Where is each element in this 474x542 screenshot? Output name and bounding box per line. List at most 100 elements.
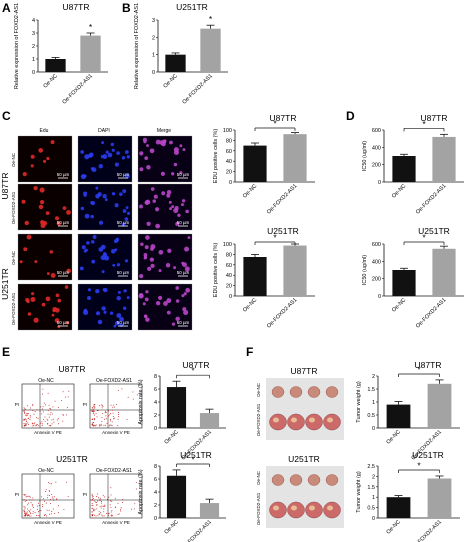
cell-nucleus <box>183 309 189 316</box>
tumor-small <box>307 474 321 486</box>
cell-nucleus <box>46 156 50 161</box>
cell-nucleus <box>86 241 90 245</box>
event-dot <box>95 496 97 498</box>
y-tick-label: 8 <box>154 374 157 380</box>
event-dot <box>91 511 93 513</box>
event-dot <box>28 510 30 512</box>
flow-x-axis-label: Annexin V PE <box>102 520 130 525</box>
cell-nucleus <box>40 200 45 205</box>
cell-nucleus <box>95 288 100 294</box>
y-tick-label: 100 <box>223 242 232 248</box>
event-dot <box>24 508 26 510</box>
bar-chart-d2: U251TR 0 200 400 600 IC50 (ug/ml) Oe-NC Oe-FOXD… <box>362 226 464 330</box>
event-dot <box>48 404 50 406</box>
event-dot <box>41 496 43 498</box>
y-tick-label: 0 <box>372 516 375 522</box>
cell-nucleus <box>155 300 161 306</box>
cell-nucleus <box>124 217 129 221</box>
bar-chart-c1: U87TR 0 20 40 60 80 100 EDU positive cells (%) O… <box>213 113 315 216</box>
cell-nucleus <box>144 245 149 250</box>
event-dot <box>109 414 111 416</box>
event-dot <box>135 481 137 483</box>
cell-nucleus <box>116 295 121 301</box>
event-dot <box>24 514 26 516</box>
event-dot <box>54 400 56 402</box>
bar <box>200 28 221 73</box>
event-dot <box>110 404 112 406</box>
event-dot <box>51 413 53 415</box>
event-dot <box>111 510 113 512</box>
x-tick-label: Oe-NC <box>242 297 258 313</box>
event-dot <box>49 407 51 409</box>
event-dot <box>93 510 95 512</box>
bar <box>283 245 307 296</box>
event-dot <box>132 391 134 393</box>
significance-star: * <box>273 233 277 243</box>
cell-nucleus <box>83 309 89 316</box>
tumor-large <box>323 501 341 519</box>
micro-image-frame <box>17 135 73 183</box>
y-tick-label: 0 <box>229 180 232 186</box>
event-dot <box>39 500 41 502</box>
cell-nucleus <box>92 235 97 239</box>
cell-nucleus <box>113 324 117 328</box>
micro-image-frame <box>17 233 73 281</box>
event-dot <box>92 504 94 506</box>
event-dot <box>95 515 97 517</box>
cell-nucleus <box>83 174 87 178</box>
flow-sample-3: Oe-NC <box>38 468 54 474</box>
event-dot <box>67 396 69 398</box>
cell-nucleus <box>139 204 143 209</box>
y-tick-label: 1 <box>372 495 375 501</box>
event-dot <box>32 506 34 508</box>
x-tick-label: Oe-FOXD2-AS1 <box>182 73 214 105</box>
cell-nucleus <box>139 273 144 279</box>
y-tick-label: 3 <box>32 31 35 37</box>
event-dot <box>27 515 29 517</box>
cell-nucleus <box>150 244 156 250</box>
event-dot <box>40 510 42 512</box>
event-dot <box>28 495 30 497</box>
event-dot <box>93 422 95 424</box>
x-tick-label: Oe-FOXD2-AS1 <box>415 183 447 215</box>
cell-nucleus <box>115 237 120 242</box>
event-dot <box>45 514 47 516</box>
bar-chart-b: U251TR 0 1 2 3 Relative expression of FOXD2-A… <box>134 2 228 106</box>
cell-nucleus <box>155 207 160 212</box>
event-dot <box>91 409 93 411</box>
cell-nucleus <box>145 199 151 205</box>
cell-nucleus <box>185 209 189 214</box>
event-dot <box>49 513 51 515</box>
tumor-highlight <box>273 505 279 511</box>
cell-nucleus <box>163 301 168 306</box>
event-dot <box>57 418 59 420</box>
x-tick-label: Oe-FOXD2-AS1 <box>181 519 213 542</box>
cell-nucleus <box>149 257 155 262</box>
event-dot <box>30 512 32 514</box>
y-tick-label: 60 <box>226 149 232 155</box>
cell-nucleus <box>30 296 36 302</box>
cell-nucleus <box>166 190 172 195</box>
cell-nucleus <box>144 297 149 302</box>
event-dot <box>29 416 31 418</box>
event-dot <box>91 503 93 505</box>
event-dot <box>36 505 38 507</box>
y-tick-label: 0 <box>154 426 157 432</box>
cell-nucleus <box>174 206 179 211</box>
cell-nucleus <box>98 220 104 225</box>
flow-plot-frame <box>21 383 75 429</box>
event-dot <box>110 511 112 513</box>
scale-bar-label: 50 µm <box>177 220 190 225</box>
cell-nucleus <box>171 205 175 209</box>
tumor-small <box>289 474 303 486</box>
bar <box>386 404 411 428</box>
event-dot <box>103 508 105 510</box>
event-dot <box>102 515 104 517</box>
cell-nucleus <box>143 314 148 318</box>
event-dot <box>103 511 105 513</box>
bar <box>165 54 186 72</box>
event-dot <box>27 511 29 513</box>
event-dot <box>57 505 59 507</box>
event-dot <box>62 420 64 422</box>
